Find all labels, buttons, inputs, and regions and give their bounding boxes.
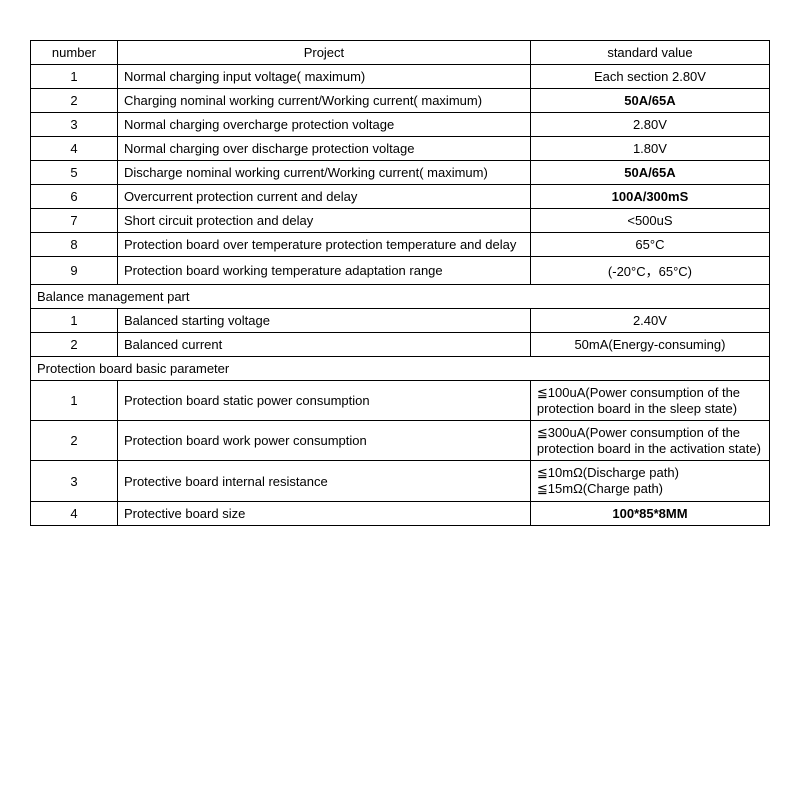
cell-project: Discharge nominal working current/Workin… [117,161,530,185]
section-header-row: Protection board basic parameter [31,357,770,381]
header-value: standard value [530,41,769,65]
cell-project: Protective board size [117,502,530,526]
cell-value: 50A/65A [530,161,769,185]
cell-number: 8 [31,233,118,257]
table-row: 3Normal charging overcharge protection v… [31,113,770,137]
table-row: 4Protective board size100*85*8MM [31,502,770,526]
cell-number: 7 [31,209,118,233]
cell-number: 1 [31,381,118,421]
section-header-row: Balance management part [31,285,770,309]
cell-project: Normal charging overcharge protection vo… [117,113,530,137]
cell-number: 2 [31,89,118,113]
cell-value: 50mA(Energy-consuming) [530,333,769,357]
cell-number: 5 [31,161,118,185]
cell-project: Balanced current [117,333,530,357]
table-row: 2Protection board work power consumption… [31,421,770,461]
table-row: 3Protective board internal resistance≦10… [31,461,770,502]
table-row: 2Charging nominal working current/Workin… [31,89,770,113]
cell-value: ≦100uA(Power consumption of the protecti… [530,381,769,421]
table-row: 4Normal charging over discharge protecti… [31,137,770,161]
section-header: Balance management part [31,285,770,309]
cell-project: Overcurrent protection current and delay [117,185,530,209]
cell-number: 3 [31,113,118,137]
cell-number: 9 [31,257,118,285]
table-row: 8Protection board over temperature prote… [31,233,770,257]
cell-number: 4 [31,502,118,526]
table-row: 1Protection board static power consumpti… [31,381,770,421]
cell-number: 1 [31,65,118,89]
table-row: 9Protection board working temperature ad… [31,257,770,285]
cell-number: 3 [31,461,118,502]
cell-number: 2 [31,421,118,461]
cell-value: 50A/65A [530,89,769,113]
cell-project: Protection board over temperature protec… [117,233,530,257]
section-header: Protection board basic parameter [31,357,770,381]
table-row: 7Short circuit protection and delay<500u… [31,209,770,233]
header-number: number [31,41,118,65]
cell-value: ≦300uA(Power consumption of the protecti… [530,421,769,461]
cell-project: Normal charging input voltage( maximum) [117,65,530,89]
cell-value: ≦10mΩ(Discharge path)≦15mΩ(Charge path) [530,461,769,502]
cell-value: (-20°C，65°C) [530,257,769,285]
cell-number: 6 [31,185,118,209]
cell-value: 100*85*8MM [530,502,769,526]
cell-project: Balanced starting voltage [117,309,530,333]
cell-project: Protection board static power consumptio… [117,381,530,421]
header-project: Project [117,41,530,65]
cell-number: 1 [31,309,118,333]
cell-value: 1.80V [530,137,769,161]
cell-value: 65°C [530,233,769,257]
cell-value: 2.80V [530,113,769,137]
header-row: number Project standard value [31,41,770,65]
table-row: 1Balanced starting voltage2.40V [31,309,770,333]
cell-value: 2.40V [530,309,769,333]
cell-number: 2 [31,333,118,357]
cell-value: Each section 2.80V [530,65,769,89]
table-row: 6Overcurrent protection current and dela… [31,185,770,209]
table-row: 5Discharge nominal working current/Worki… [31,161,770,185]
cell-project: Protective board internal resistance [117,461,530,502]
cell-project: Normal charging over discharge protectio… [117,137,530,161]
table-row: 2Balanced current50mA(Energy-consuming) [31,333,770,357]
cell-project: Protection board work power consumption [117,421,530,461]
table-row: 1Normal charging input voltage( maximum)… [31,65,770,89]
cell-project: Protection board working temperature ada… [117,257,530,285]
cell-value: 100A/300mS [530,185,769,209]
cell-number: 4 [31,137,118,161]
cell-value: <500uS [530,209,769,233]
cell-project: Short circuit protection and delay [117,209,530,233]
spec-table: number Project standard value 1Normal ch… [30,40,770,526]
cell-project: Charging nominal working current/Working… [117,89,530,113]
